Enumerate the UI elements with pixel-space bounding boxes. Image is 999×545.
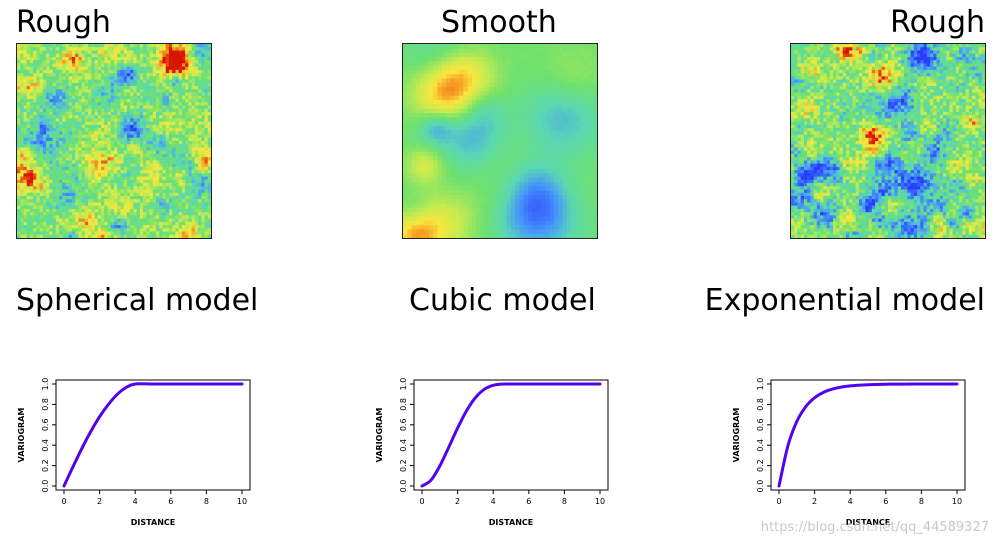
variogram-curve (777, 382, 959, 488)
x-tick-label: 10 (952, 497, 962, 506)
y-tick-label: 0.2 (399, 459, 408, 472)
x-tick-label: 4 (491, 497, 496, 506)
variogram-chart-cubic: 0 2 4 6 8 10 0.0 0.2 0.4 0.6 0.8 1.0 DISTANCE VARIOGR… (358, 360, 618, 540)
y-axis-title: VARIOGRAM (732, 408, 741, 463)
field-label-1: Rough (16, 5, 111, 40)
y-tick-label: 0.6 (41, 418, 50, 431)
x-tick-label: 2 (812, 497, 817, 506)
x-tick-label: 8 (562, 497, 567, 506)
x-tick-label: 6 (526, 497, 531, 506)
plot-frame (770, 379, 966, 491)
y-tick-label: 0.2 (41, 459, 50, 472)
y-tick-label: 1.0 (41, 378, 50, 391)
y-tick-label: 0.0 (756, 480, 765, 493)
y-tick-label: 0.6 (756, 418, 765, 431)
rough-field-raster (17, 44, 211, 238)
x-tick-label: 0 (419, 497, 424, 506)
y-tick-label: 1.0 (756, 378, 765, 391)
variogram-plot-svg: 0 2 4 6 8 10 0.0 0.2 0.4 0.6 0.8 1.0 DISTANCE VARIOGR… (17, 378, 251, 527)
field-label-2: Smooth (441, 5, 557, 40)
plot-frame (413, 379, 609, 491)
y-tick-label: 0.0 (399, 480, 408, 493)
model-label-1: Spherical model (16, 283, 259, 318)
variogram-chart-spherical: 0 2 4 6 8 10 0.0 0.2 0.4 0.6 0.8 1.0 DISTANCE VARIOGR… (0, 360, 260, 540)
x-tick-label: 6 (168, 497, 173, 506)
x-axis-title: DISTANCE (489, 518, 533, 527)
x-tick-label: 10 (595, 497, 605, 506)
y-tick-label: 0.8 (756, 398, 765, 411)
rough-field-raster (791, 44, 985, 238)
y-tick-label: 0.8 (41, 398, 50, 411)
variogram-chart-exponential: 0 2 4 6 8 10 0.0 0.2 0.4 0.6 0.8 1.0 DISTANCE VARIOGR… (715, 360, 975, 540)
x-axis-title: DISTANCE (131, 518, 175, 527)
y-axis-title: VARIOGRAM (375, 408, 384, 463)
y-axis-title: VARIOGRAM (17, 408, 26, 463)
x-tick-label: 8 (919, 497, 924, 506)
x-tick-label: 2 (97, 497, 102, 506)
y-tick-label: 0.4 (399, 439, 408, 452)
y-tick-label: 0.4 (756, 439, 765, 452)
x-axis-title: DISTANCE (846, 518, 890, 527)
smooth-field-image (402, 43, 598, 239)
model-label-2: Cubic model (409, 283, 596, 318)
y-tick-label: 1.0 (399, 378, 408, 391)
rough-field-image-2 (790, 43, 986, 239)
y-tick-label: 0.0 (41, 480, 50, 493)
smooth-field-raster (403, 44, 597, 238)
x-tick-label: 0 (61, 497, 66, 506)
watermark-text: https://blog.csdn.net/qq_44589327 (760, 520, 989, 535)
x-tick-label: 10 (237, 497, 247, 506)
x-tick-label: 6 (883, 497, 888, 506)
variogram-curve (420, 382, 602, 488)
field-label-3: Rough (890, 5, 985, 40)
x-tick-label: 2 (455, 497, 460, 506)
y-tick-label: 0.8 (399, 398, 408, 411)
x-tick-label: 8 (204, 497, 209, 506)
x-tick-label: 4 (133, 497, 138, 506)
x-tick-label: 4 (848, 497, 853, 506)
y-tick-label: 0.6 (399, 418, 408, 431)
variogram-plot-svg: 0 2 4 6 8 10 0.0 0.2 0.4 0.6 0.8 1.0 DISTANCE VARIOGR… (375, 378, 609, 527)
rough-field-image-1 (16, 43, 212, 239)
x-tick-label: 0 (776, 497, 781, 506)
model-label-3: Exponential model (704, 283, 985, 318)
plot-frame (55, 379, 251, 491)
y-tick-label: 0.4 (41, 439, 50, 452)
variogram-curve (62, 382, 244, 488)
variogram-plot-svg: 0 2 4 6 8 10 0.0 0.2 0.4 0.6 0.8 1.0 DISTANCE VARIOGR… (732, 378, 966, 527)
y-tick-label: 0.2 (756, 459, 765, 472)
